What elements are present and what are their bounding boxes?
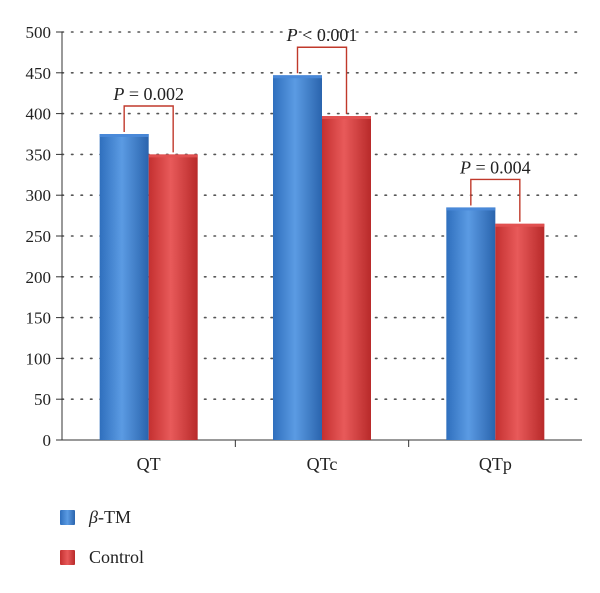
bar-top-control-QTc [322,116,371,120]
p-value-label-QTp: P = 0.004 [459,157,531,177]
legend-item-beta-tm: β-TM [60,505,144,529]
p-value-bracket-QTp: P = 0.004 [459,157,531,222]
legend-label-beta-tm: β-TM [89,506,131,527]
y-tick-label: 0 [43,431,52,450]
p-value-text: = 0.004 [471,157,531,177]
y-tick-label: 400 [26,105,52,124]
legend: β-TM Control [60,505,144,585]
y-tick-label: 500 [26,23,52,42]
x-tick-label: QT [137,454,161,474]
bracket-line-QT [123,105,174,153]
legend-swatch-beta-tm [60,509,75,525]
y-tick-label: 300 [26,186,52,205]
bar-top-control-QTp [495,223,545,227]
y-tick-label: 150 [26,309,52,328]
y-tick-label: 450 [26,64,52,83]
p-symbol: P [112,84,124,104]
bar-chart: 0 50 100 150 200 250 300 350 400 450 500 QT QTc QTp P… [26,23,583,474]
bracket-line-QTc [296,46,348,115]
bars [99,75,545,441]
bar-control-QT [148,154,198,440]
y-tick-label: 50 [34,390,51,409]
y-tick-label: 200 [26,268,52,287]
y-tick-label: 100 [26,349,52,368]
bar-top-beta-tm-QTp [446,207,496,211]
axes: 0 50 100 150 200 250 300 350 400 450 500 QT QTc QTp [26,23,582,474]
y-tick-label: 250 [26,227,52,246]
p-symbol: P [459,157,471,177]
p-value-label-QT: P = 0.002 [112,84,184,104]
p-symbol: P [286,25,298,45]
legend-swatch-control [60,549,75,565]
bar-beta-tm-QTc [273,75,322,441]
p-value-label-QTc: P < 0.001 [286,25,358,45]
p-value-bracket-QT: P = 0.002 [112,84,184,153]
bar-control-QTp [495,223,545,440]
y-tick-label: 350 [26,145,52,164]
bracket-line-QTp [470,178,521,222]
legend-item-control: Control [60,545,144,569]
p-value-bracket-QTc: P < 0.001 [286,25,358,115]
bar-beta-tm-QT [99,134,149,440]
x-tick-label: QTp [479,454,512,474]
legend-label-control: Control [89,546,145,567]
bar-beta-tm-QTp [446,207,496,440]
bar-top-beta-tm-QT [99,134,149,137]
p-value-text: = 0.002 [124,84,184,104]
bar-control-QTc [322,116,371,440]
p-value-text: < 0.001 [298,25,358,45]
bar-top-beta-tm-QTc [273,75,322,79]
bar-top-control-QT [148,154,198,158]
x-tick-label: QTc [307,454,338,474]
